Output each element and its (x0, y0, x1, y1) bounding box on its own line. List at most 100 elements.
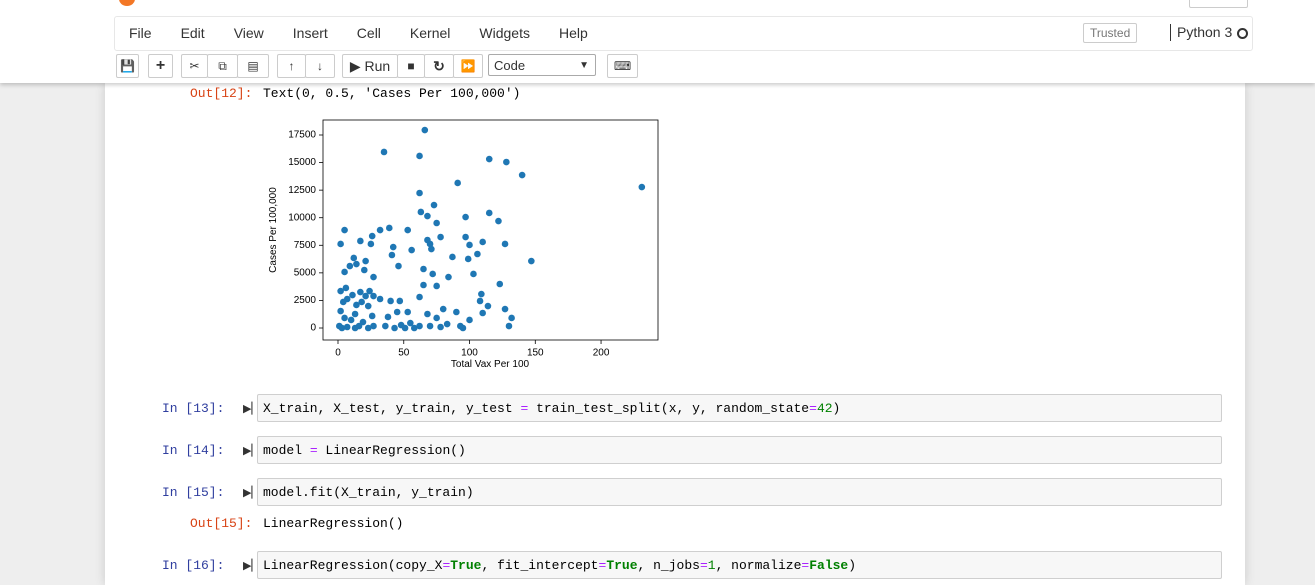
point (453, 308, 460, 316)
menu-item[interactable]: Widgets (479, 25, 530, 41)
point (426, 322, 434, 330)
code-cell[interactable]: model = LinearRegression() (257, 436, 1222, 464)
code-token: = (442, 558, 451, 573)
trusted-indicator[interactable]: Trusted (1083, 23, 1138, 43)
code-token: = (699, 558, 708, 573)
dropdown-arrow: ▼ (579, 60, 589, 71)
point (401, 324, 409, 332)
in-prompt: In [15]: (162, 485, 225, 500)
point (346, 262, 354, 270)
menu-item[interactable]: Cell (356, 25, 381, 41)
point (357, 237, 364, 245)
point (362, 257, 369, 265)
stop-button[interactable]: ■ (397, 54, 425, 78)
code-token: ) (848, 558, 857, 573)
x-tick-label: 50 (398, 348, 410, 359)
code-token: = (309, 443, 318, 458)
point (416, 322, 423, 330)
point (478, 290, 485, 298)
run-button[interactable]: ▶ Run (342, 54, 398, 78)
code-token: True (606, 558, 638, 573)
point (407, 319, 414, 327)
code-line: X_train, X_test, y_train, y_test = train… (263, 401, 840, 416)
restart-button[interactable]: ↻ (424, 54, 454, 78)
point (439, 305, 447, 313)
y-axis-label: Cases Per 100,000 (268, 187, 279, 273)
point (396, 297, 404, 305)
y-tick-label: 15000 (288, 157, 316, 168)
logo[interactable] (119, 0, 135, 6)
run-cell-button[interactable]: ▶▏ (243, 486, 260, 499)
point (341, 226, 348, 234)
x-tick-label: 150 (527, 348, 544, 359)
point (454, 179, 461, 187)
y-tick-label: 7500 (294, 240, 317, 251)
point (350, 254, 358, 262)
point (337, 287, 344, 295)
copy-button[interactable]: ⧉ (207, 54, 238, 78)
point (358, 298, 365, 306)
code-line: LinearRegression(copy_X=True, fit_interc… (263, 558, 856, 573)
point (424, 310, 431, 318)
move-up-button[interactable]: ↑ (277, 54, 306, 78)
code-cell[interactable]: model.fit(X_train, y_train) (257, 478, 1222, 506)
point (437, 233, 444, 241)
menu-item[interactable]: View (233, 25, 264, 41)
point (347, 316, 355, 324)
keyboard-button[interactable]: ⌨ (607, 54, 638, 78)
code-cell[interactable]: LinearRegression(copy_X=True, fit_interc… (257, 551, 1222, 579)
point (389, 243, 397, 251)
point (380, 148, 388, 156)
code-token: model.fit(X_train, y_train) (263, 485, 474, 500)
point (408, 246, 415, 254)
point (368, 312, 376, 320)
menu-item[interactable]: Edit (180, 25, 205, 41)
x-tick-label: 200 (593, 348, 610, 359)
point (459, 324, 467, 332)
scatter-chart: Total Vax Per 100 Cases Per 100,000 0 50 1… (268, 119, 659, 370)
point (351, 310, 359, 318)
kernel-name[interactable]: Python 3 (1170, 24, 1232, 41)
menu-item[interactable]: Insert (292, 25, 328, 41)
point (395, 262, 402, 270)
cell-type-select[interactable]: Code ▼ (488, 54, 596, 76)
code-cell[interactable]: X_train, X_test, y_train, y_test = train… (257, 394, 1222, 422)
point (495, 217, 502, 225)
point (501, 240, 509, 248)
point (485, 209, 493, 217)
x-axis-label: Total Vax Per 100 (451, 359, 530, 370)
point (393, 308, 401, 316)
point (424, 212, 431, 220)
in-prompt: In [13]: (162, 401, 225, 416)
run-all-button[interactable]: ⏩ (453, 54, 483, 78)
code-token: = (520, 401, 529, 416)
run-cell-button[interactable]: ▶▏ (243, 444, 260, 457)
point (420, 281, 427, 289)
run-cell-button[interactable]: ▶▏ (243, 559, 260, 572)
code-token: = (801, 558, 810, 573)
point (428, 245, 435, 253)
menu-item[interactable]: File (129, 25, 152, 41)
point (341, 268, 348, 276)
run-cell-button[interactable]: ▶▏ (243, 402, 260, 415)
point (368, 232, 376, 240)
kernel-status (1237, 28, 1248, 39)
y-tick-label: 0 (310, 323, 316, 334)
paste-button[interactable]: ▤ (237, 54, 269, 78)
insert-button[interactable]: + (148, 54, 173, 78)
code-token: , normalize (715, 558, 802, 573)
menu-item[interactable]: Help (558, 25, 588, 41)
move-down-button[interactable]: ↓ (305, 54, 335, 78)
point (430, 201, 438, 209)
menu: File Edit View Insert Cell Kernel Widgets Help (115, 17, 603, 50)
cut-button[interactable]: ✂ (181, 54, 208, 78)
point (433, 314, 440, 322)
point (479, 309, 486, 317)
save-button[interactable]: 💾 (116, 54, 139, 78)
point (364, 324, 372, 332)
code-token: = (598, 558, 607, 573)
logout-button[interactable] (1189, 0, 1248, 8)
menu-item[interactable]: Kernel (409, 25, 451, 41)
point (357, 288, 364, 296)
